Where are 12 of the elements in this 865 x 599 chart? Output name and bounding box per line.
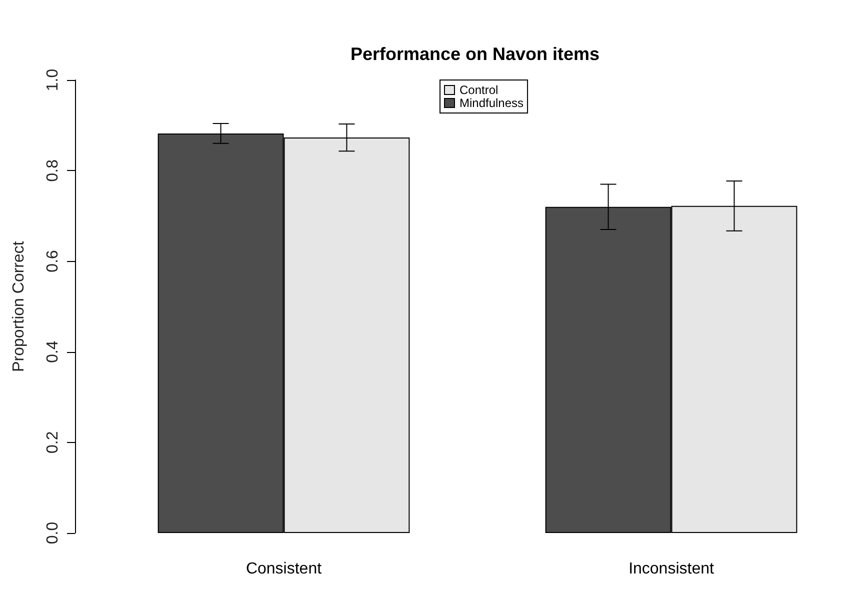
y-tick-label: 0.2 [44,431,62,454]
y-tick-label: 0.4 [44,340,62,363]
y-tick-label: 0.6 [44,250,62,272]
chart-title: Performance on Navon items [350,44,600,64]
y-tick-label: 1.0 [44,68,62,92]
legend-label: Control [460,83,498,97]
y-tick-label: 0.8 [44,159,62,182]
x-tick-label: Consistent [246,560,322,578]
legend-label: Mindfulness [460,96,524,110]
y-tick-label: 0.0 [44,522,62,544]
y-axis-title: Proportion Correct [10,240,28,372]
x-tick-label: Inconsistent [628,560,714,578]
